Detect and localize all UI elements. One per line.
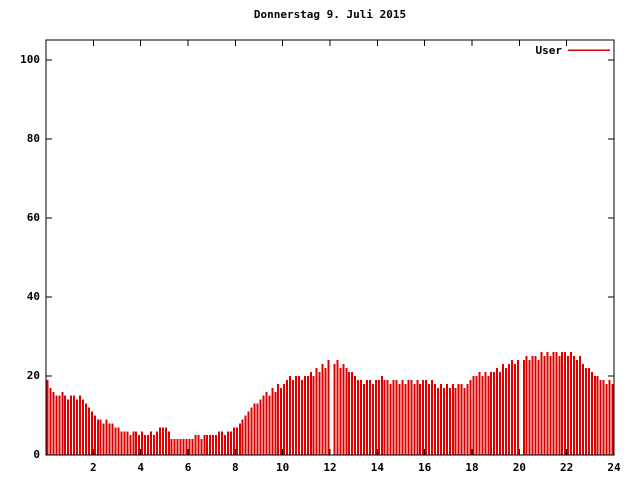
x-tick-label: 4 — [137, 461, 144, 474]
x-tick-label: 14 — [370, 461, 384, 474]
x-tick-label: 10 — [276, 461, 290, 474]
x-tick-label: 18 — [465, 461, 479, 474]
y-tick-label: 20 — [26, 368, 40, 382]
y-tick-label: 40 — [26, 289, 40, 303]
x-tick-label: 2 — [90, 461, 97, 474]
x-tick-label: 8 — [232, 461, 239, 474]
x-tick-label: 22 — [560, 461, 574, 474]
x-tick-label: 16 — [418, 461, 432, 474]
x-tick-label: 12 — [323, 461, 337, 474]
legend-series-label: User — [535, 44, 563, 57]
y-tick-label: 80 — [26, 131, 40, 145]
y-tick-label: 100 — [20, 52, 40, 66]
x-tick-label: 24 — [607, 461, 621, 474]
x-tick-label: 6 — [184, 461, 192, 474]
y-tick-label: 60 — [26, 210, 40, 224]
x-tick-label: 20 — [512, 461, 526, 474]
chart-title: Donnerstag 9. Juli 2015 — [253, 8, 407, 21]
y-tick-label: 0 — [33, 448, 40, 461]
